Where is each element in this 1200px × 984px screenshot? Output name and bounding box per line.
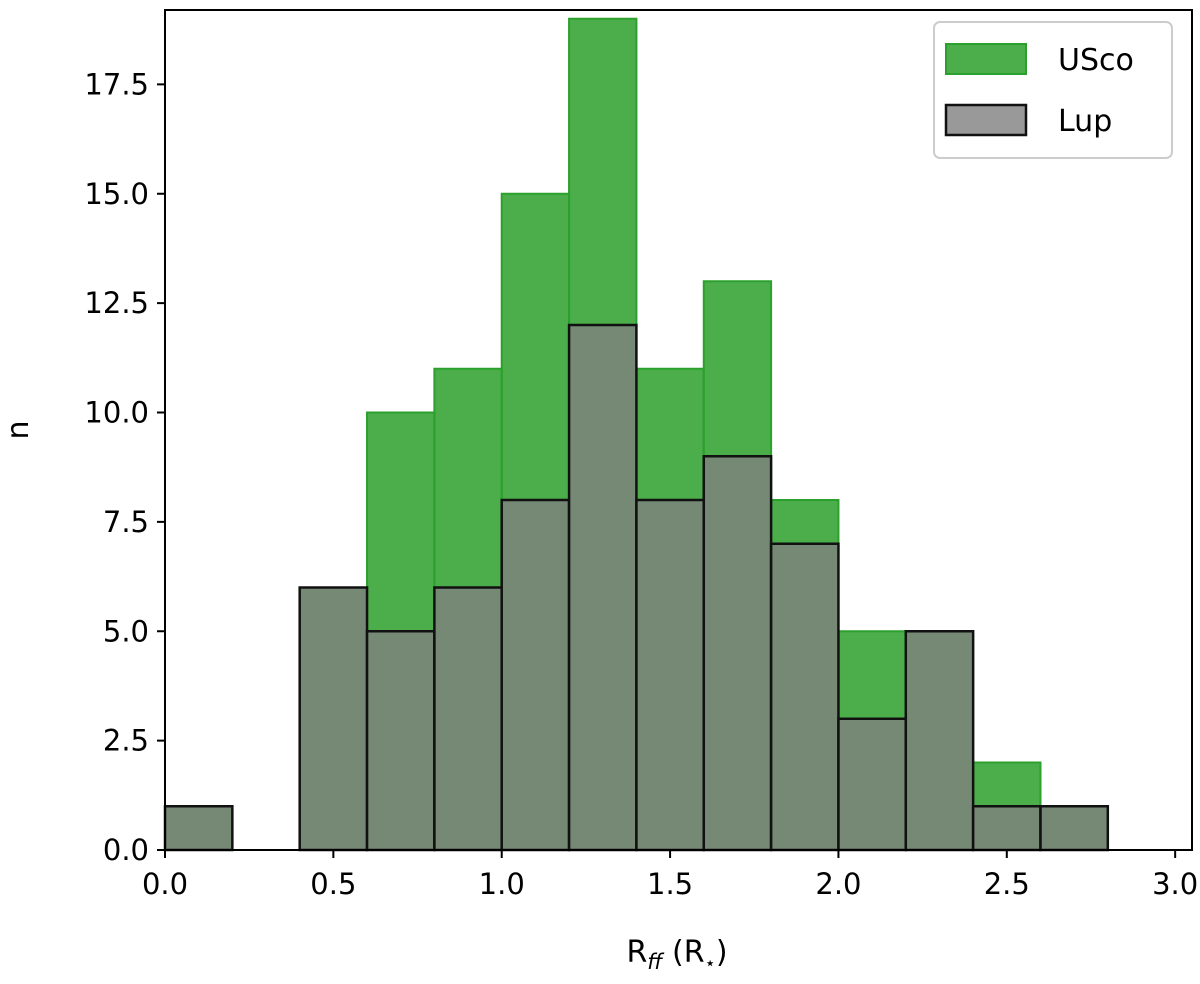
x-tick-label: 2.5 <box>984 867 1030 901</box>
bar-lup-bin-6 <box>567 323 638 852</box>
y-tick-label: 10.0 <box>84 396 149 430</box>
series-lup-bars <box>163 323 1110 852</box>
bar-lup-bin-5 <box>500 498 571 852</box>
x-tick-label: 2.0 <box>815 867 861 901</box>
y-tick-label: 17.5 <box>84 67 149 101</box>
y-tick-label: 2.5 <box>103 724 149 758</box>
plot-frame <box>164 9 1193 851</box>
x-label-subscript: ff <box>647 950 665 974</box>
x-axis-label: Rff (R⋆) <box>626 935 727 974</box>
x-tick-label: 1.0 <box>479 867 525 901</box>
x-tick-label: 3.0 <box>1152 867 1198 901</box>
y-tick-label: 7.5 <box>103 505 149 539</box>
bar-lup-bin-9 <box>769 542 840 852</box>
bar-lup-bin-7 <box>635 498 706 852</box>
y-tick-label: 12.5 <box>84 286 149 320</box>
bar-lup-bin-11 <box>904 630 975 852</box>
bar-lup-bin-3 <box>365 630 436 852</box>
legend-frame <box>933 21 1173 159</box>
bar-lup-bin-8 <box>702 455 773 852</box>
y-tick-label: 5.0 <box>103 614 149 648</box>
x-label-unit-open: (R <box>662 935 704 970</box>
x-label-unit-close: ) <box>716 935 728 970</box>
x-tick-label: 1.5 <box>647 867 693 901</box>
bar-lup-bin-10 <box>837 717 908 852</box>
bar-lup-bin-2 <box>298 586 369 852</box>
x-tick-label: 0.5 <box>310 867 356 901</box>
bar-lup-bin-12 <box>971 805 1042 852</box>
y-axis-ticks: 0.0 2.5 5.0 7.5 10.0 12.5 15.0 17.5 <box>84 67 165 867</box>
y-tick-label: 15.0 <box>84 177 149 211</box>
y-axis-label: n <box>1 420 36 439</box>
y-tick-label: 0.0 <box>103 833 149 867</box>
legend-label-usco: USco <box>1058 43 1134 78</box>
bar-lup-bin-0 <box>163 805 234 852</box>
x-label-unit-subscript: ⋆ <box>705 953 716 974</box>
x-label-main: R <box>626 935 647 970</box>
x-axis-ticks: 0.0 0.5 1.0 1.5 2.0 2.5 3.0 <box>142 850 1198 901</box>
x-tick-label: 0.0 <box>142 867 188 901</box>
legend-label-lup: Lup <box>1058 104 1112 139</box>
legend-swatch-lup <box>944 103 1028 137</box>
bar-lup-bin-4 <box>433 586 503 852</box>
legend-swatch-usco <box>945 43 1027 75</box>
legend: USco Lup <box>933 21 1173 159</box>
bar-lup-bin-13 <box>1039 805 1110 852</box>
axes <box>164 9 1193 851</box>
